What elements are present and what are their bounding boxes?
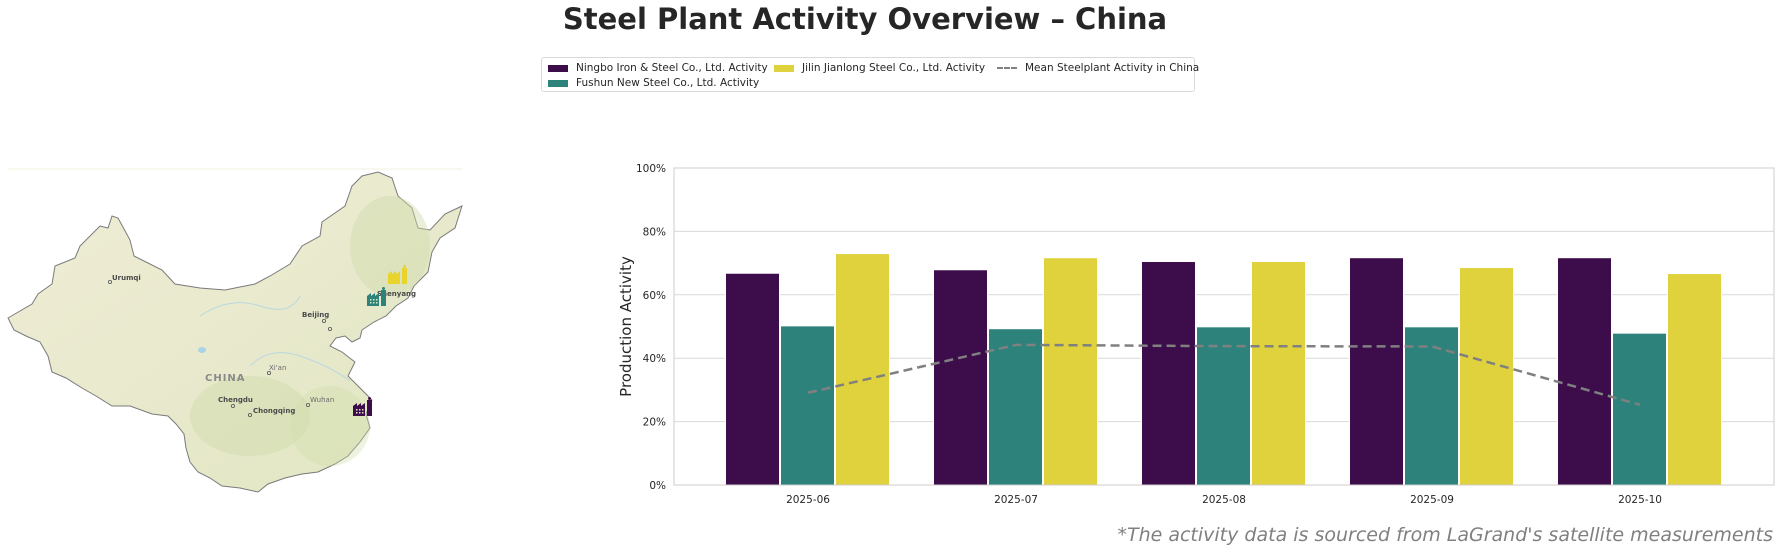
legend-item-fushun: Fushun New Steel Co., Ltd. Activity [548,77,759,89]
bar-fushun-2025-08 [1196,326,1251,486]
bar-jilin-2025-08 [1251,261,1306,486]
x-tick-label: 2025-08 [1202,494,1246,506]
y-tick-label: 80% [643,226,666,238]
x-tick-labels: 2025-06 2025-07 2025-08 2025-09 2025-10 [786,494,1662,506]
city-label-beijing: Beijing [302,311,329,319]
bar-ningbo-2025-07 [933,269,988,486]
city-label-urumqi: Urumqi [112,274,141,282]
legend-swatch-fushun [548,79,568,87]
river-yangtze [249,352,351,382]
x-tick-label: 2025-06 [786,494,830,506]
bar-fushun-2025-09 [1404,326,1459,486]
country-label: CHINA [205,373,246,384]
factory-icon[interactable] [388,265,407,284]
bar-jilin-2025-07 [1043,257,1098,486]
legend-swatch-ningbo [548,64,568,72]
x-tick-label: 2025-07 [994,494,1038,506]
chart-title: Steel Plant Activity Overview – China [562,2,1168,36]
city-label-shenyang: Shenyang [377,290,416,298]
y-axis-label: Production Activity [617,256,635,397]
bar-ningbo-2025-08 [1141,261,1196,486]
bar-jilin-2025-06 [835,253,890,486]
legend-item-jilin: Jilin Jianlong Steel Co., Ltd. Activity [774,62,985,74]
legend-label-fushun: Fushun New Steel Co., Ltd. Activity [576,77,760,89]
lake-qinghai [198,347,206,353]
city-dot-urumqi [108,280,113,285]
city-dot-tianjin [327,326,332,331]
china-map-svg: Urumqi Beijing Shenyang Xi'an CHINA Chen… [7,168,463,493]
plot-frame [673,167,1775,486]
city-dot-beijing [321,318,326,323]
city-dot-wuhan [305,402,310,407]
y-tick-label: 40% [643,353,666,365]
bar-ningbo-2025-06 [725,272,780,486]
legend-item-ningbo: Ningbo Iron & Steel Co., Ltd. Activity [548,62,768,74]
bar-ningbo-2025-10 [1557,257,1612,486]
y-tick-label: 60% [643,290,666,302]
bar-fushun-2025-07 [988,328,1043,486]
legend: Ningbo Iron & Steel Co., Ltd. Activity F… [541,57,1199,92]
y-tick-label: 0% [649,480,666,492]
legend-swatch-jilin [774,64,794,72]
factory-icon[interactable] [367,287,386,306]
bars [725,253,1722,486]
y-tick-label: 20% [643,417,666,429]
terrain-shade [350,196,430,296]
china-map: Urumqi Beijing Shenyang Xi'an CHINA Chen… [0,166,470,496]
legend-label-mean: Mean Steelplant Activity in China [1025,62,1200,74]
city-dot-chongqing [247,412,252,417]
terrain-shade [190,376,310,456]
x-tick-label: 2025-10 [1618,494,1662,506]
china-outline [7,171,463,493]
city-label-chengdu: Chengdu [218,396,253,404]
city-label-xian: Xi'an [269,364,286,372]
factory-icon[interactable] [353,397,372,416]
x-tick-label: 2025-09 [1410,494,1454,506]
bar-jilin-2025-10 [1667,273,1722,486]
legend-label-jilin: Jilin Jianlong Steel Co., Ltd. Activity [802,62,986,74]
mean-activity-line [807,343,1641,407]
y-tick-label: 100% [636,163,666,175]
legend-dash-mean [997,67,1017,69]
bar-fushun-2025-10 [1612,332,1667,486]
legend-label-ningbo: Ningbo Iron & Steel Co., Ltd. Activity [576,62,768,74]
y-tick-labels: 0% 20% 40% 60% 80% 100% [636,163,666,492]
city-dot-xian [266,370,271,375]
city-dot-chengdu [230,403,235,408]
river-yellow [199,295,301,317]
bar-fushun-2025-06 [780,325,835,486]
legend-item-mean: Mean Steelplant Activity in China [997,62,1199,74]
city-label-wuhan: Wuhan [310,396,334,404]
terrain-shade [290,386,370,466]
bar-jilin-2025-09 [1459,267,1514,486]
city-label-chongqing: Chongqing [253,407,295,415]
footnote: *The activity data is sourced from LaGra… [1117,524,1773,546]
mean-line-layer [807,343,1641,407]
bar-ningbo-2025-09 [1349,257,1404,486]
